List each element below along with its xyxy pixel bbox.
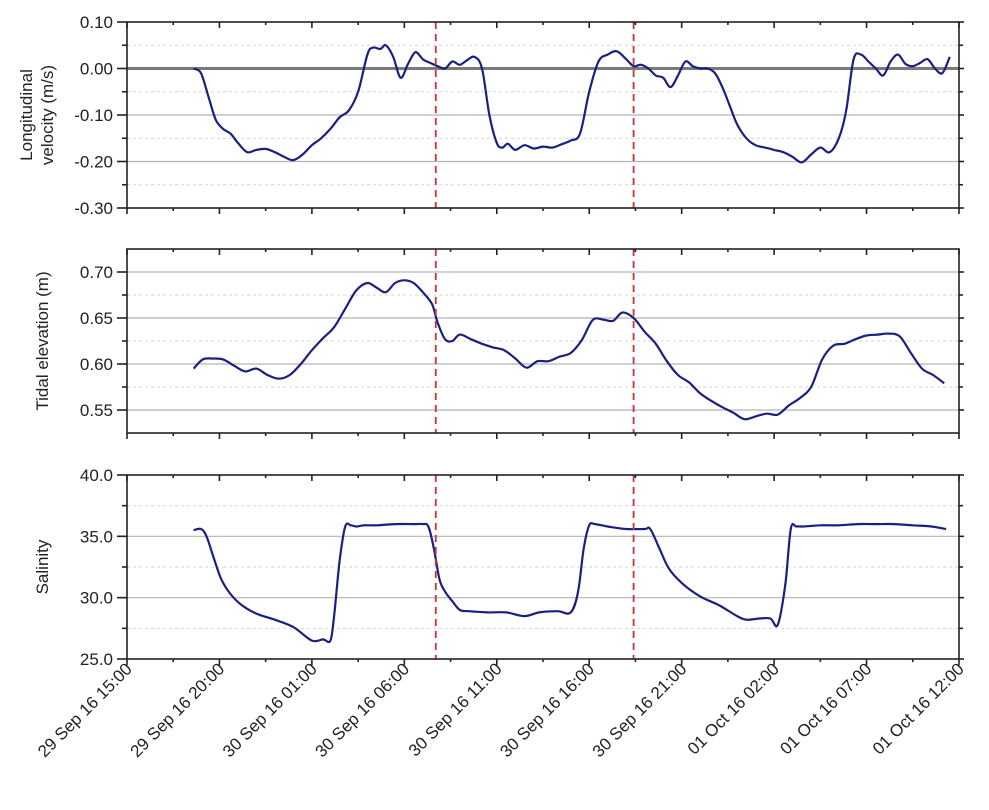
y-axis-title: Longitudinal velocity (m/s) — [17, 65, 57, 165]
x-tick-label: 30 Sep 16 21:00 — [589, 659, 691, 761]
y-tick-label: 0.00 — [80, 60, 113, 79]
data-series-line — [192, 43, 951, 164]
y-tick-label: 35.0 — [80, 527, 113, 546]
x-tick-label: 30 Sep 16 16:00 — [496, 659, 598, 761]
y-tick-label: 30.0 — [80, 589, 113, 608]
x-tick-label: 30 Sep 16 11:00 — [405, 659, 506, 760]
y-axis-title: Tidal elevation (m) — [33, 271, 52, 410]
salinity-panel: 40.0 35.0 30.0 25.0 Salinity — [33, 466, 964, 669]
y-tick-label: 0.10 — [80, 13, 113, 32]
x-tick-label: 29 Sep 16 20:00 — [127, 659, 229, 761]
y-tick-label: 25.0 — [80, 650, 113, 669]
x-tick-label: 30 Sep 16 06:00 — [311, 659, 413, 761]
data-series-line — [193, 521, 947, 644]
velocity-panel: 0.10 0.00 -0.10 -0.20 -0.30 Longitudinal veloc… — [17, 13, 964, 218]
x-tick-label: 30 Sep 16 01:00 — [219, 659, 321, 761]
y-tick-label: -0.30 — [74, 199, 113, 218]
tidal-elevation-panel: 0.70 0.65 0.60 0.55 Tidal elevation (m) — [33, 248, 964, 439]
y-tick-label: 0.65 — [80, 309, 113, 328]
x-tick-label: 01 Oct 16 07:00 — [776, 659, 875, 758]
y-tick-label: 0.70 — [80, 263, 113, 282]
y-tick-label: -0.10 — [74, 106, 113, 125]
y-tick-label: 0.60 — [80, 355, 113, 374]
data-series-line — [192, 279, 945, 421]
x-tick-label: 01 Oct 16 02:00 — [684, 659, 783, 758]
y-tick-label: 40.0 — [80, 466, 113, 485]
x-tick-label: 01 Oct 16 12:00 — [869, 659, 968, 758]
y-tick-label: -0.20 — [74, 153, 113, 172]
y-axis-title: Salinity — [33, 539, 52, 594]
y-tick-label: 0.55 — [80, 401, 113, 420]
x-tick-label: 29 Sep 16 15:00 — [34, 659, 136, 761]
